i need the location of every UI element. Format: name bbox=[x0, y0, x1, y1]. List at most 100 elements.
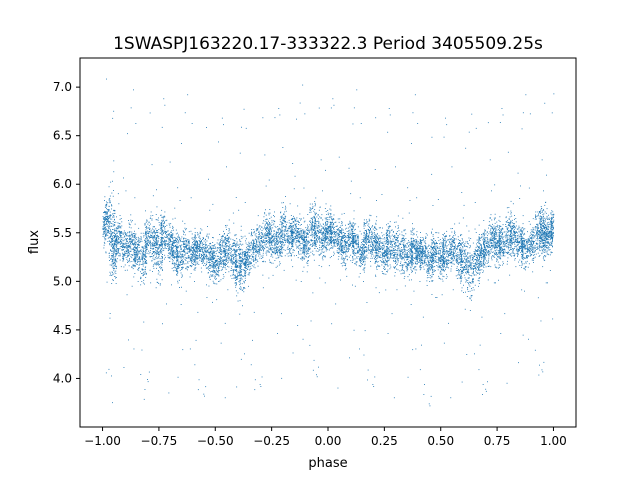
data-point bbox=[284, 211, 286, 213]
data-point bbox=[234, 243, 236, 245]
data-point bbox=[264, 212, 266, 214]
data-point bbox=[281, 235, 283, 237]
data-point bbox=[150, 235, 152, 237]
data-point bbox=[118, 250, 119, 251]
data-point bbox=[241, 252, 243, 254]
data-point bbox=[216, 260, 218, 262]
data-point bbox=[144, 248, 146, 249]
data-point bbox=[267, 227, 268, 228]
data-point bbox=[305, 248, 306, 250]
data-point bbox=[210, 257, 212, 259]
data-point bbox=[239, 254, 241, 256]
data-point bbox=[294, 232, 296, 234]
data-point bbox=[159, 274, 161, 276]
data-point bbox=[235, 254, 237, 256]
data-point bbox=[238, 209, 240, 211]
data-point bbox=[301, 259, 303, 261]
data-point bbox=[307, 230, 309, 231]
data-point bbox=[264, 237, 266, 239]
data-point bbox=[176, 256, 178, 258]
data-point bbox=[296, 232, 298, 234]
data-point bbox=[190, 260, 191, 262]
data-point bbox=[260, 244, 262, 246]
data-point bbox=[251, 248, 253, 250]
data-point bbox=[220, 250, 222, 252]
data-point bbox=[239, 256, 241, 258]
data-point bbox=[302, 84, 304, 86]
data-point bbox=[174, 245, 176, 247]
data-point bbox=[135, 263, 137, 265]
data-point bbox=[172, 248, 174, 249]
data-point bbox=[116, 232, 118, 234]
data-point bbox=[231, 278, 233, 279]
data-point bbox=[199, 259, 201, 261]
data-point bbox=[226, 259, 228, 261]
data-point bbox=[105, 251, 107, 253]
data-point bbox=[213, 261, 215, 263]
data-point bbox=[245, 272, 247, 274]
data-point bbox=[259, 252, 261, 254]
data-point bbox=[167, 236, 168, 237]
data-point bbox=[231, 245, 233, 247]
data-point bbox=[262, 222, 264, 224]
data-point bbox=[220, 250, 221, 252]
data-point bbox=[274, 240, 275, 242]
data-point bbox=[209, 254, 211, 256]
data-point bbox=[194, 235, 196, 236]
data-point bbox=[295, 233, 297, 235]
data-point bbox=[271, 231, 272, 232]
data-point bbox=[197, 252, 198, 254]
data-point bbox=[165, 232, 167, 233]
data-point bbox=[172, 237, 174, 239]
data-point bbox=[268, 250, 269, 252]
data-point bbox=[133, 249, 135, 251]
data-point bbox=[173, 258, 175, 260]
data-point bbox=[143, 235, 145, 236]
data-point bbox=[200, 228, 202, 230]
data-point bbox=[174, 266, 176, 268]
data-point bbox=[146, 252, 148, 254]
data-point bbox=[181, 248, 182, 250]
data-point bbox=[261, 227, 263, 228]
data-point bbox=[234, 243, 236, 244]
data-point bbox=[201, 245, 203, 247]
data-point bbox=[176, 243, 178, 245]
data-point bbox=[306, 245, 308, 246]
data-point bbox=[145, 266, 147, 268]
data-point bbox=[301, 224, 302, 225]
data-point bbox=[112, 251, 114, 253]
data-point bbox=[103, 241, 105, 243]
data-point bbox=[181, 286, 182, 288]
data-point bbox=[187, 253, 189, 254]
data-point bbox=[176, 265, 178, 267]
data-point bbox=[217, 273, 218, 275]
data-point bbox=[217, 260, 219, 262]
data-point bbox=[226, 259, 227, 261]
data-point bbox=[257, 252, 259, 254]
data-point bbox=[260, 228, 261, 230]
data-point bbox=[114, 210, 116, 212]
data-point bbox=[114, 259, 115, 261]
data-point bbox=[154, 245, 156, 246]
data-point bbox=[161, 243, 162, 245]
data-point bbox=[253, 242, 255, 244]
data-point bbox=[305, 241, 306, 242]
data-point bbox=[267, 251, 269, 253]
data-point bbox=[194, 281, 195, 282]
data-point bbox=[183, 262, 184, 264]
data-point bbox=[163, 227, 165, 229]
data-point bbox=[147, 240, 149, 241]
data-point bbox=[281, 246, 283, 247]
data-point bbox=[250, 249, 252, 251]
data-point bbox=[116, 244, 117, 246]
data-point bbox=[256, 251, 258, 253]
data-point bbox=[181, 254, 183, 256]
data-point bbox=[128, 242, 129, 244]
data-point bbox=[182, 255, 183, 257]
data-point bbox=[253, 258, 255, 260]
data-point bbox=[197, 251, 199, 253]
data-point bbox=[251, 241, 252, 243]
data-point bbox=[147, 379, 148, 380]
data-point bbox=[276, 233, 278, 234]
